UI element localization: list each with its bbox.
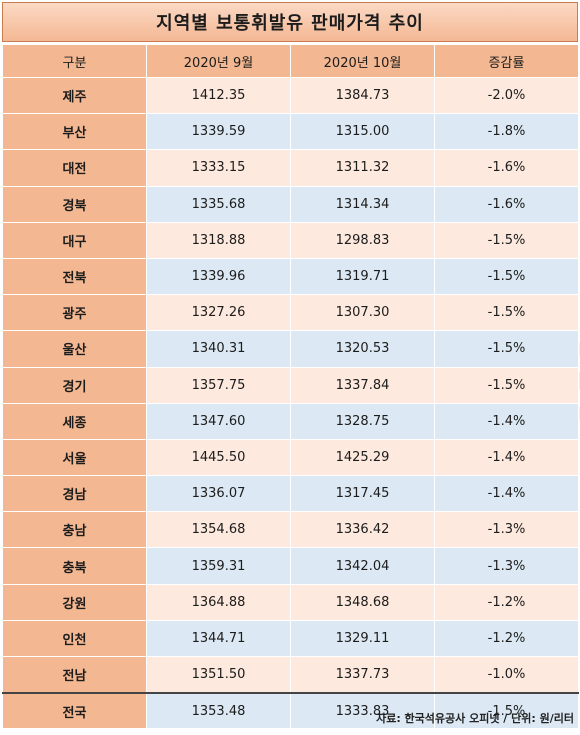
- source-note: 자료: 한국석유공사 오피넷 / 단위: 원/리터: [376, 712, 574, 725]
- region-cell: 충남: [2, 511, 147, 549]
- october-price-cell: 1342.04: [290, 547, 435, 585]
- september-price-cell: 1359.31: [146, 547, 291, 585]
- region-cell: 제주: [2, 76, 147, 115]
- table-row: 광주 1327.26 1307.30 -1.5%: [2, 294, 579, 332]
- header-change: 증감률: [434, 44, 579, 78]
- change-rate-cell: -1.6%: [434, 185, 579, 223]
- october-price-cell: 1328.75: [290, 402, 435, 440]
- change-rate-cell: -1.5%: [434, 257, 579, 296]
- header-september: 2020년 9월: [146, 44, 291, 78]
- region-cell: 대전: [2, 149, 147, 187]
- change-rate-cell: -1.5%: [434, 366, 579, 404]
- change-rate-cell: -1.3%: [434, 511, 579, 549]
- region-cell: 인천: [2, 619, 147, 658]
- october-price-cell: 1348.68: [290, 583, 435, 621]
- change-rate-cell: -1.4%: [434, 402, 579, 440]
- october-price-cell: 1298.83: [290, 221, 435, 259]
- region-cell: 경남: [2, 475, 147, 513]
- region-cell: 전북: [2, 257, 147, 296]
- region-cell: 세종: [2, 402, 147, 440]
- table-body: 제주 1412.35 1384.73 -2.0% 부산 1339.59 1315.00 -1.…: [2, 76, 579, 730]
- october-price-cell: 1319.71: [290, 257, 435, 296]
- september-price-cell: 1339.59: [146, 113, 291, 151]
- table-row: 전남 1351.50 1337.73 -1.0%: [2, 656, 579, 694]
- region-cell: 경북: [2, 185, 147, 223]
- october-price-cell: 1425.29: [290, 438, 435, 477]
- september-price-cell: 1357.75: [146, 366, 291, 404]
- table-row: 대구 1318.88 1298.83 -1.5%: [2, 221, 579, 259]
- october-price-cell: 1317.45: [290, 475, 435, 513]
- table-row: 제주 1412.35 1384.73 -2.0%: [2, 76, 579, 115]
- october-price-cell: 1311.32: [290, 149, 435, 187]
- table-row: 세종 1347.60 1328.75 -1.4%: [2, 402, 579, 440]
- table-row: 경기 1357.75 1337.84 -1.5%: [2, 366, 579, 404]
- change-rate-cell: -1.4%: [434, 438, 579, 477]
- table-row: 충남 1354.68 1336.42 -1.3%: [2, 511, 579, 549]
- table-row: 전북 1339.96 1319.71 -1.5%: [2, 257, 579, 296]
- september-price-cell: 1353.48: [146, 692, 291, 730]
- change-rate-cell: -1.8%: [434, 113, 579, 151]
- region-cell: 강원: [2, 583, 147, 621]
- september-price-cell: 1339.96: [146, 257, 291, 296]
- change-rate-cell: -2.0%: [434, 76, 579, 115]
- region-cell: 충북: [2, 547, 147, 585]
- october-price-cell: 1307.30: [290, 294, 435, 332]
- october-price-cell: 1315.00: [290, 113, 435, 151]
- region-cell: 광주: [2, 294, 147, 332]
- table-row: 경북 1335.68 1314.34 -1.6%: [2, 185, 579, 223]
- october-price-cell: 1337.84: [290, 366, 435, 404]
- october-price-cell: 1329.11: [290, 619, 435, 658]
- change-rate-cell: -1.2%: [434, 583, 579, 621]
- change-rate-cell: -1.0%: [434, 656, 579, 694]
- table-row: 대전 1333.15 1311.32 -1.6%: [2, 149, 579, 187]
- september-price-cell: 1351.50: [146, 656, 291, 694]
- region-cell: 전국: [2, 692, 147, 730]
- change-rate-cell: -1.2%: [434, 619, 579, 658]
- change-rate-cell: -1.5%: [434, 330, 579, 368]
- change-rate-cell: -1.5%: [434, 221, 579, 259]
- price-table: 구분 2020년 9월 2020년 10월 증감률 제주 1412.35 1384.…: [2, 44, 579, 730]
- september-price-cell: 1340.31: [146, 330, 291, 368]
- table-row: 부산 1339.59 1315.00 -1.8%: [2, 113, 579, 151]
- september-price-cell: 1364.88: [146, 583, 291, 621]
- table-row: 서울 1445.50 1425.29 -1.4%: [2, 438, 579, 477]
- september-price-cell: 1318.88: [146, 221, 291, 259]
- september-price-cell: 1347.60: [146, 402, 291, 440]
- region-cell: 부산: [2, 113, 147, 151]
- october-price-cell: 1337.73: [290, 656, 435, 694]
- september-price-cell: 1344.71: [146, 619, 291, 658]
- change-rate-cell: -1.5%: [434, 294, 579, 332]
- region-cell: 서울: [2, 438, 147, 477]
- september-price-cell: 1333.15: [146, 149, 291, 187]
- september-price-cell: 1354.68: [146, 511, 291, 549]
- total-row: 전국 1353.48 1333.83 -1.5%: [2, 692, 579, 730]
- header-october: 2020년 10월: [290, 44, 435, 78]
- header-row: 구분 2020년 9월 2020년 10월 증감률: [2, 44, 579, 78]
- table-row: 인천 1344.71 1329.11 -1.2%: [2, 619, 579, 658]
- october-price-cell: 1333.83: [290, 692, 435, 730]
- change-rate-cell: -1.5%: [434, 692, 579, 730]
- table-row: 충북 1359.31 1342.04 -1.3%: [2, 547, 579, 585]
- region-cell: 울산: [2, 330, 147, 368]
- region-cell: 경기: [2, 366, 147, 404]
- september-price-cell: 1412.35: [146, 76, 291, 115]
- table-row: 강원 1364.88 1348.68 -1.2%: [2, 583, 579, 621]
- table-title: 지역별 보통휘발유 판매가격 추이: [2, 2, 578, 42]
- october-price-cell: 1314.34: [290, 185, 435, 223]
- september-price-cell: 1335.68: [146, 185, 291, 223]
- october-price-cell: 1320.53: [290, 330, 435, 368]
- header-region: 구분: [2, 44, 147, 78]
- october-price-cell: 1384.73: [290, 76, 435, 115]
- september-price-cell: 1445.50: [146, 438, 291, 477]
- table-row: 경남 1336.07 1317.45 -1.4%: [2, 475, 579, 513]
- change-rate-cell: -1.4%: [434, 475, 579, 513]
- change-rate-cell: -1.6%: [434, 149, 579, 187]
- october-price-cell: 1336.42: [290, 511, 435, 549]
- september-price-cell: 1327.26: [146, 294, 291, 332]
- table-row: 울산 1340.31 1320.53 -1.5%: [2, 330, 579, 368]
- september-price-cell: 1336.07: [146, 475, 291, 513]
- region-cell: 전남: [2, 656, 147, 694]
- change-rate-cell: -1.3%: [434, 547, 579, 585]
- region-cell: 대구: [2, 221, 147, 259]
